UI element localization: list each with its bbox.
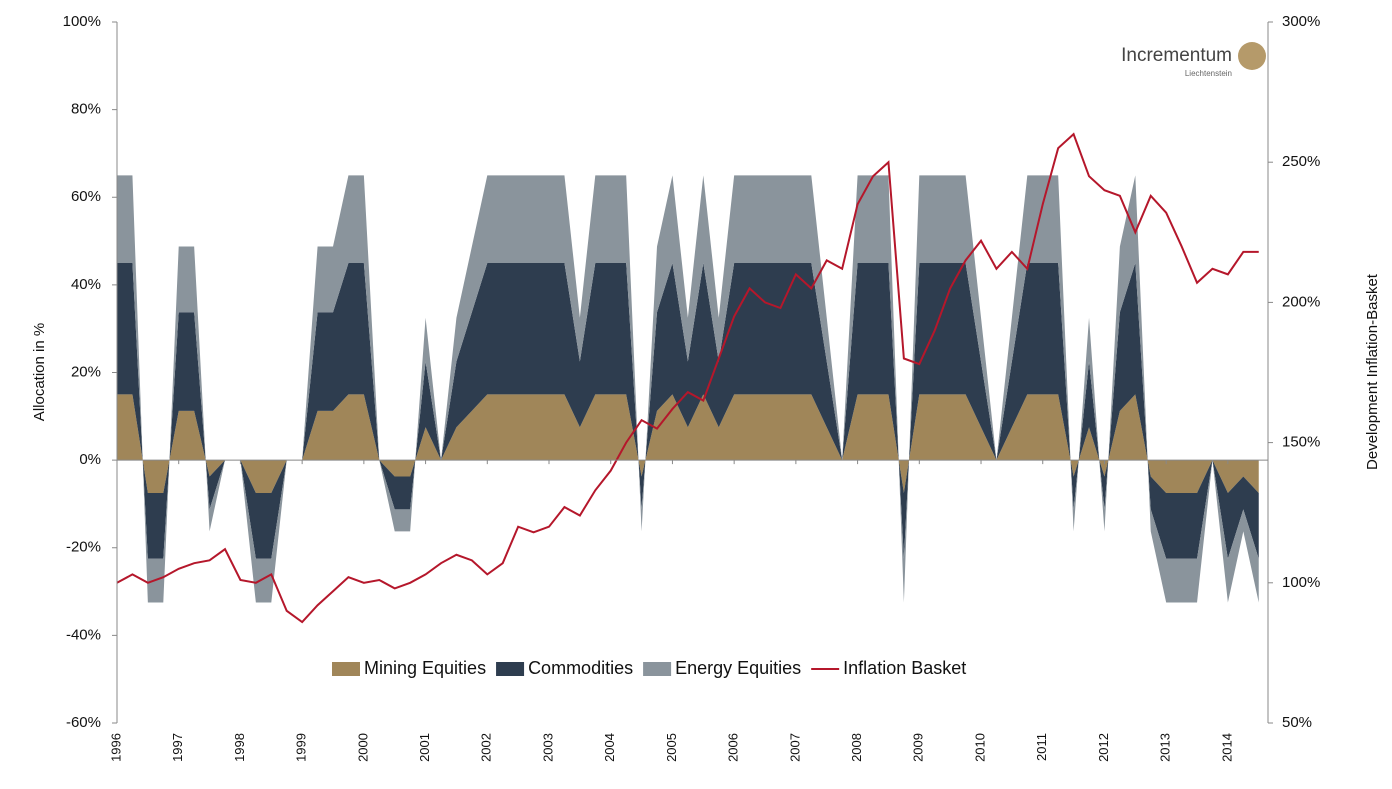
x-tick-label: 1998 [232, 733, 247, 762]
y-axis-label: Allocation in % [31, 323, 48, 421]
x-tick-label: 1999 [294, 733, 309, 762]
x-tick-label: 2008 [849, 733, 864, 762]
area [117, 394, 1259, 493]
y-tick-label: -60% [66, 714, 101, 731]
x-tick-label: 2002 [479, 733, 494, 762]
y-tick-label: 40% [71, 276, 101, 293]
y2-tick-label: 200% [1282, 293, 1320, 310]
x-tick-label: 1996 [108, 733, 123, 762]
x-tick-label: 2005 [664, 733, 679, 762]
x-tick-label: 1997 [170, 733, 185, 762]
x-tick-label: 2004 [602, 733, 617, 762]
legend-label: Inflation Basket [843, 658, 966, 678]
x-tick-label: 2009 [911, 733, 926, 762]
legend-swatch [643, 662, 672, 676]
y2-tick-label: 100% [1282, 574, 1320, 591]
y2-tick-label: 50% [1282, 714, 1312, 731]
y-tick-label: -40% [66, 626, 101, 643]
y-tick-label: 60% [71, 188, 101, 205]
y2-tick-label: 300% [1282, 13, 1320, 30]
y2-axis-label: Development Inflation-Basket [1364, 273, 1381, 470]
line [116, 132, 1259, 624]
area [117, 175, 1259, 603]
area [117, 262, 1259, 559]
legend-swatch [332, 662, 360, 676]
logo-sub: Liechtenstein [1185, 69, 1232, 78]
x-tick-label: 2001 [417, 733, 432, 762]
logo-name: Incrementum [1121, 45, 1232, 66]
y-tick-label: 80% [71, 101, 101, 118]
y-tick-label: -20% [66, 539, 101, 556]
x-tick-label: 2011 [1034, 733, 1049, 761]
legend-label: Commodities [528, 658, 633, 678]
x-tick-label: 2014 [1219, 733, 1234, 762]
y2-tick-label: 250% [1282, 153, 1320, 170]
legend-swatch [496, 662, 525, 676]
y-tick-label: 20% [71, 363, 101, 380]
x-tick-label: 2006 [726, 733, 741, 762]
x-tick-label: 2007 [787, 733, 802, 762]
x-tick-label: 2010 [972, 733, 987, 762]
y-tick-label: 100% [63, 13, 101, 30]
logo-tree [1238, 42, 1266, 70]
x-tick-label: 2012 [1096, 733, 1111, 762]
legend-label: Energy Equities [675, 658, 801, 678]
x-tick-label: 2013 [1158, 733, 1173, 762]
y-tick-label: 0% [79, 451, 101, 468]
y2-tick-label: 150% [1282, 434, 1320, 451]
x-tick-label: 2003 [540, 733, 555, 762]
legend-label: Mining Equities [364, 658, 486, 678]
x-tick-label: 2000 [355, 733, 370, 762]
